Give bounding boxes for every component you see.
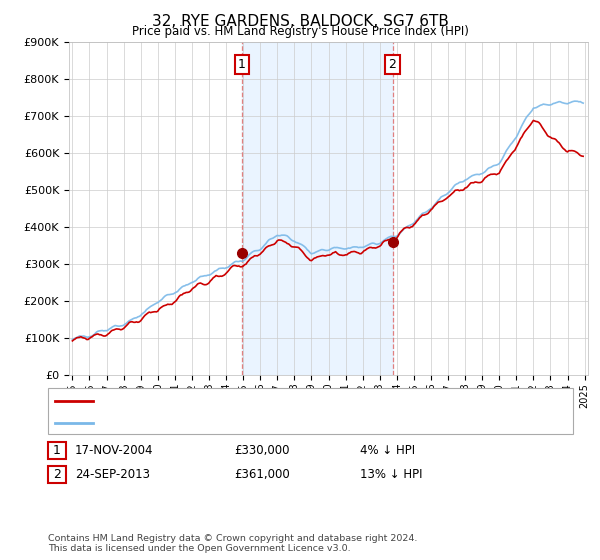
Bar: [242, 42, 392, 375]
Text: 1: 1: [238, 58, 245, 71]
Text: 32, RYE GARDENS, BALDOCK, SG7 6TB: 32, RYE GARDENS, BALDOCK, SG7 6TB: [152, 14, 448, 29]
Text: £330,000: £330,000: [234, 444, 290, 458]
Text: Price paid vs. HM Land Registry's House Price Index (HPI): Price paid vs. HM Land Registry's House …: [131, 25, 469, 38]
Text: 17-NOV-2004: 17-NOV-2004: [75, 444, 154, 458]
Text: HPI: Average price, detached house, North Hertfordshire: HPI: Average price, detached house, Nort…: [100, 418, 409, 427]
Text: 13% ↓ HPI: 13% ↓ HPI: [360, 468, 422, 482]
Text: 2: 2: [389, 58, 397, 71]
Text: 1: 1: [53, 444, 61, 458]
Text: 2: 2: [53, 468, 61, 482]
Text: 32, RYE GARDENS, BALDOCK, SG7 6TB (detached house): 32, RYE GARDENS, BALDOCK, SG7 6TB (detac…: [100, 396, 412, 406]
Text: 24-SEP-2013: 24-SEP-2013: [75, 468, 150, 482]
Text: Contains HM Land Registry data © Crown copyright and database right 2024.
This d: Contains HM Land Registry data © Crown c…: [48, 534, 418, 553]
Text: £361,000: £361,000: [234, 468, 290, 482]
Text: 4% ↓ HPI: 4% ↓ HPI: [360, 444, 415, 458]
